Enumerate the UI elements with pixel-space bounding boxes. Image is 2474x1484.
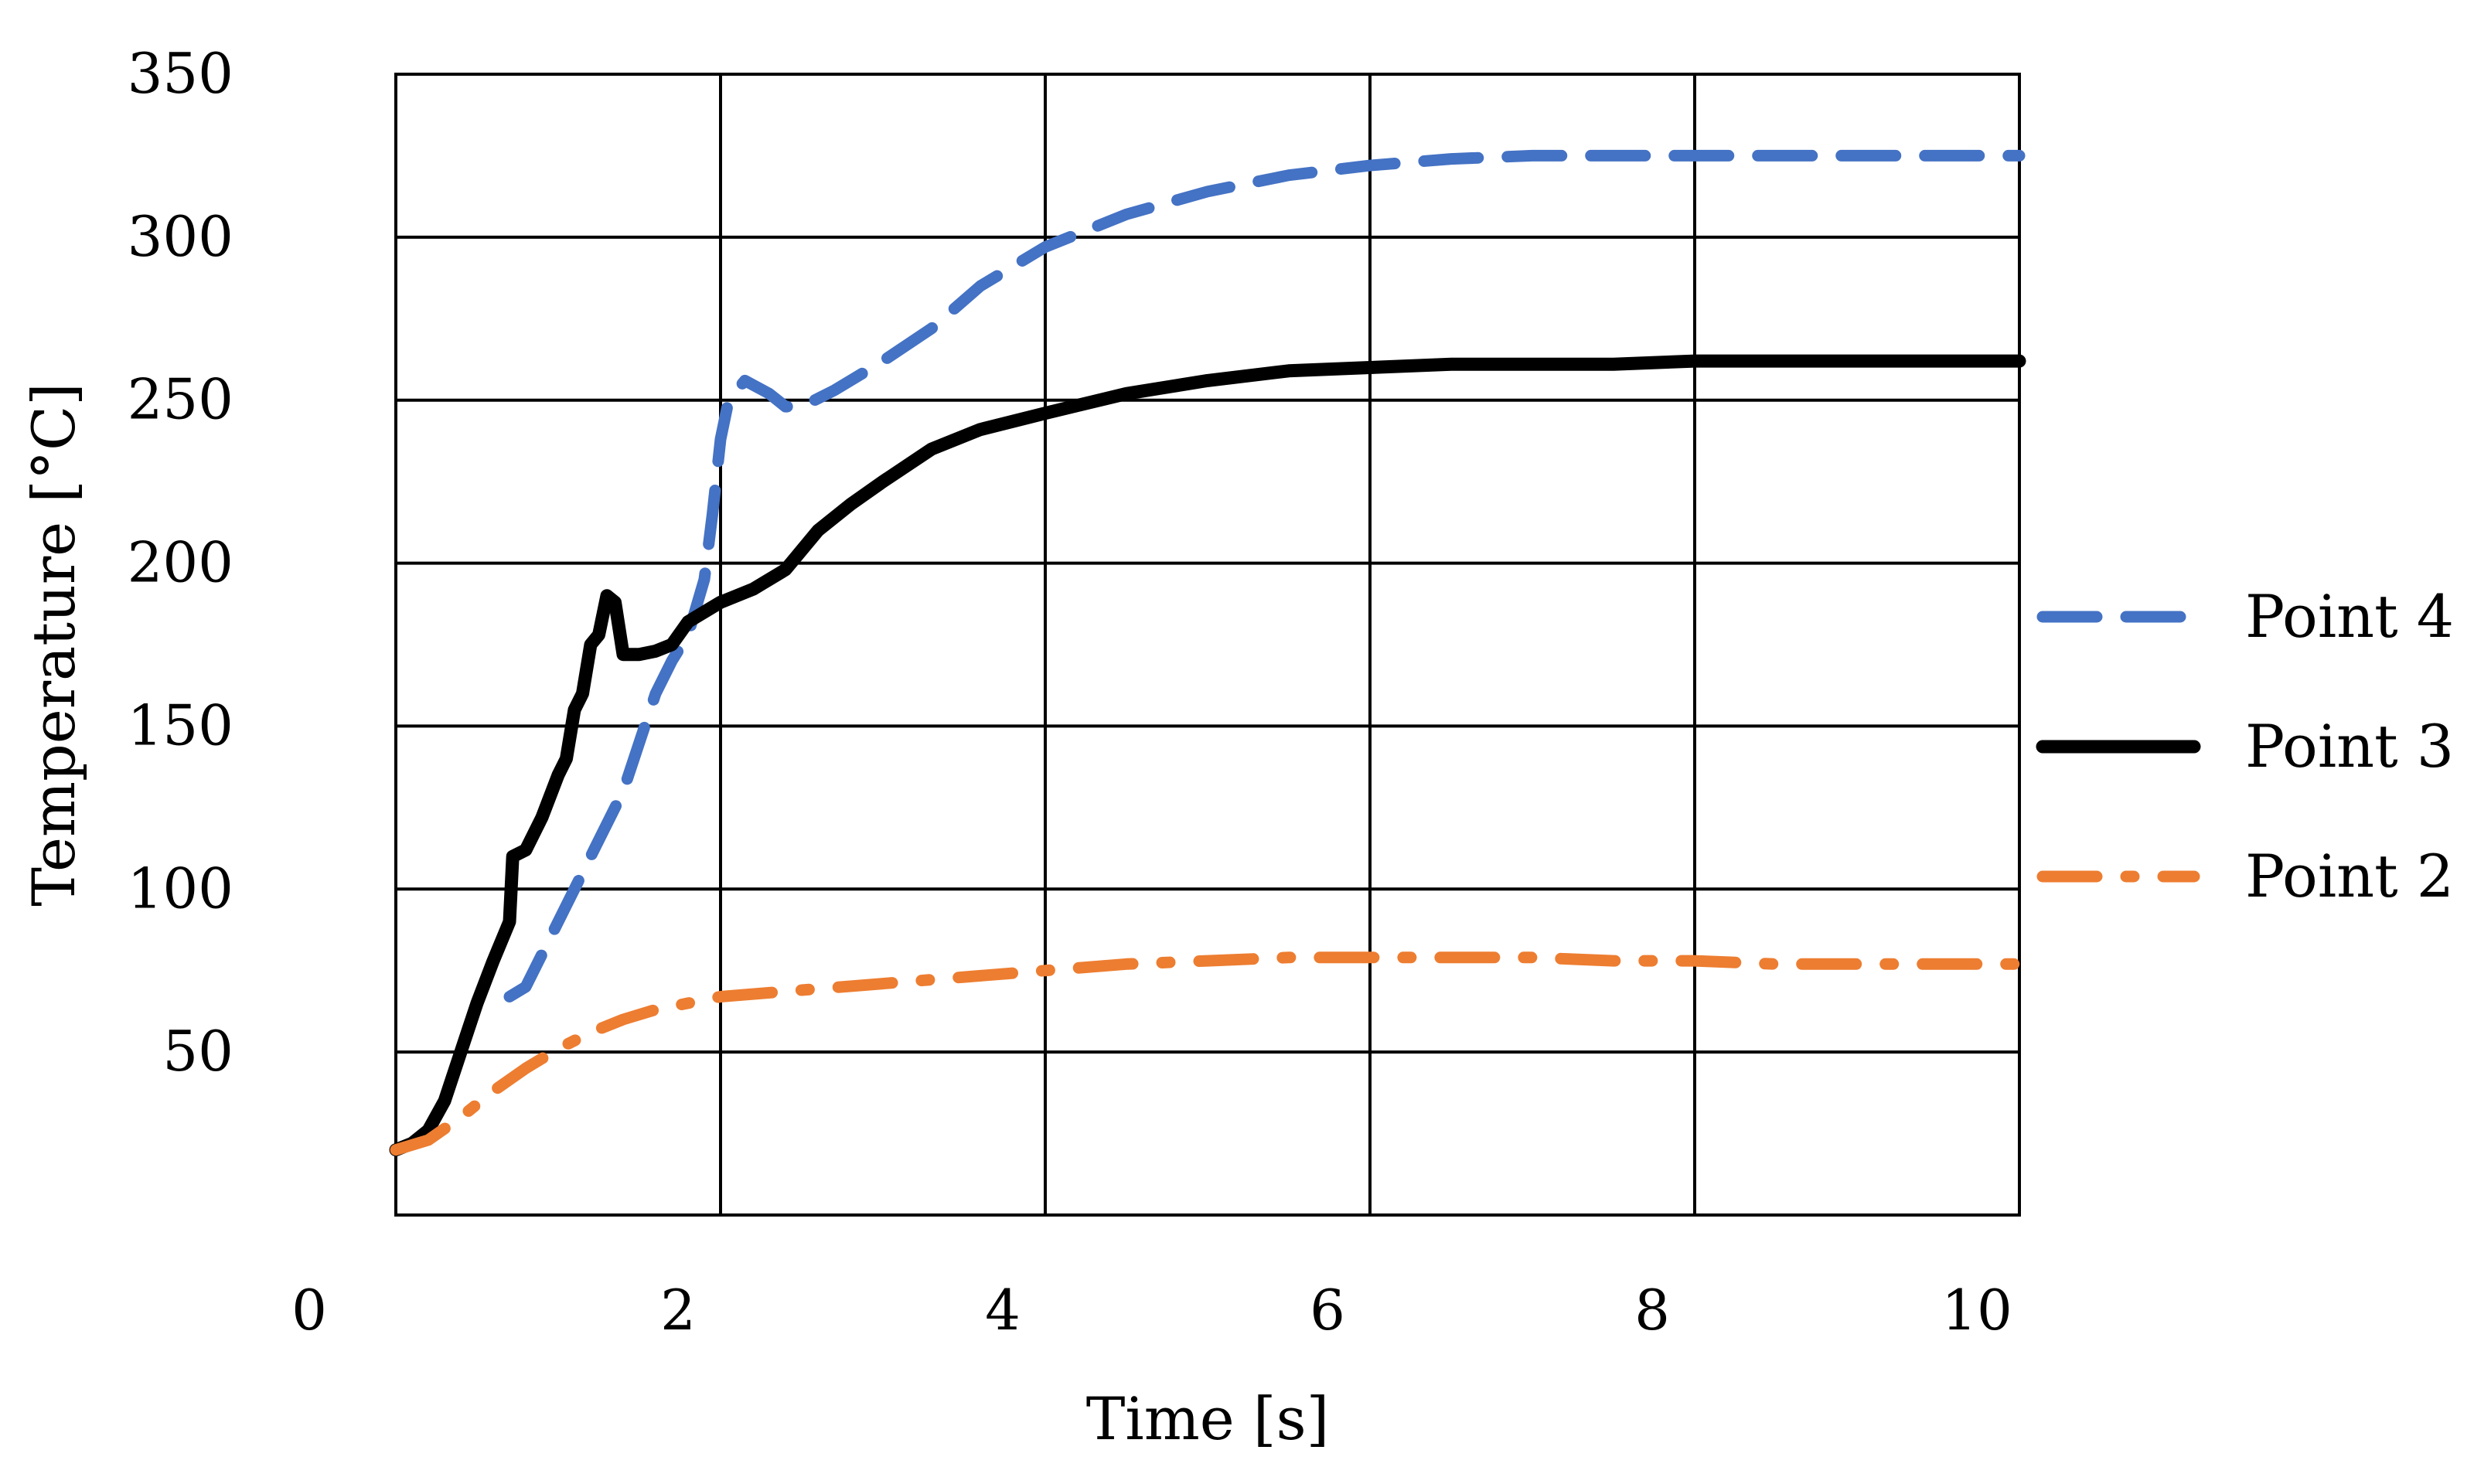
legend: Point 4 Point 3 Point 2: [2036, 582, 2454, 910]
axis-layer: 50 100 150 200 250 300 350 0 2 4 6 8 10: [128, 41, 2012, 1343]
y-tick-label: 150: [128, 693, 233, 757]
legend-label: Point 3: [2245, 712, 2454, 781]
y-tick-label: 50: [162, 1019, 233, 1084]
y-tick-label: 300: [128, 204, 233, 269]
legend-label: Point 4: [2245, 582, 2454, 651]
x-axis-title: Time [s]: [1086, 1384, 1330, 1453]
x-tick-label: 6: [1310, 1278, 1345, 1343]
x-tick-label: 0: [291, 1278, 327, 1343]
y-tick-label: 350: [128, 41, 233, 106]
x-tick-label: 2: [660, 1278, 696, 1343]
y-tick-label: 250: [128, 367, 233, 432]
series-line-point-2: [390, 951, 2026, 1156]
x-tick-label: 4: [985, 1278, 1021, 1343]
series-layer: [389, 149, 2026, 1157]
y-axis-title: Temperature [°C]: [19, 383, 88, 907]
y-tick-label: 200: [128, 530, 233, 595]
grid-layer: [394, 73, 2021, 1217]
series-line-point-3: [389, 354, 2026, 1157]
x-tick-label: 8: [1634, 1278, 1670, 1343]
y-tick-label: 100: [128, 856, 233, 921]
legend-label: Point 2: [2245, 842, 2454, 910]
plot-frame: [394, 73, 2021, 1217]
x-tick-label: 10: [1941, 1278, 2012, 1343]
series-line-point-4: [503, 149, 2026, 1002]
